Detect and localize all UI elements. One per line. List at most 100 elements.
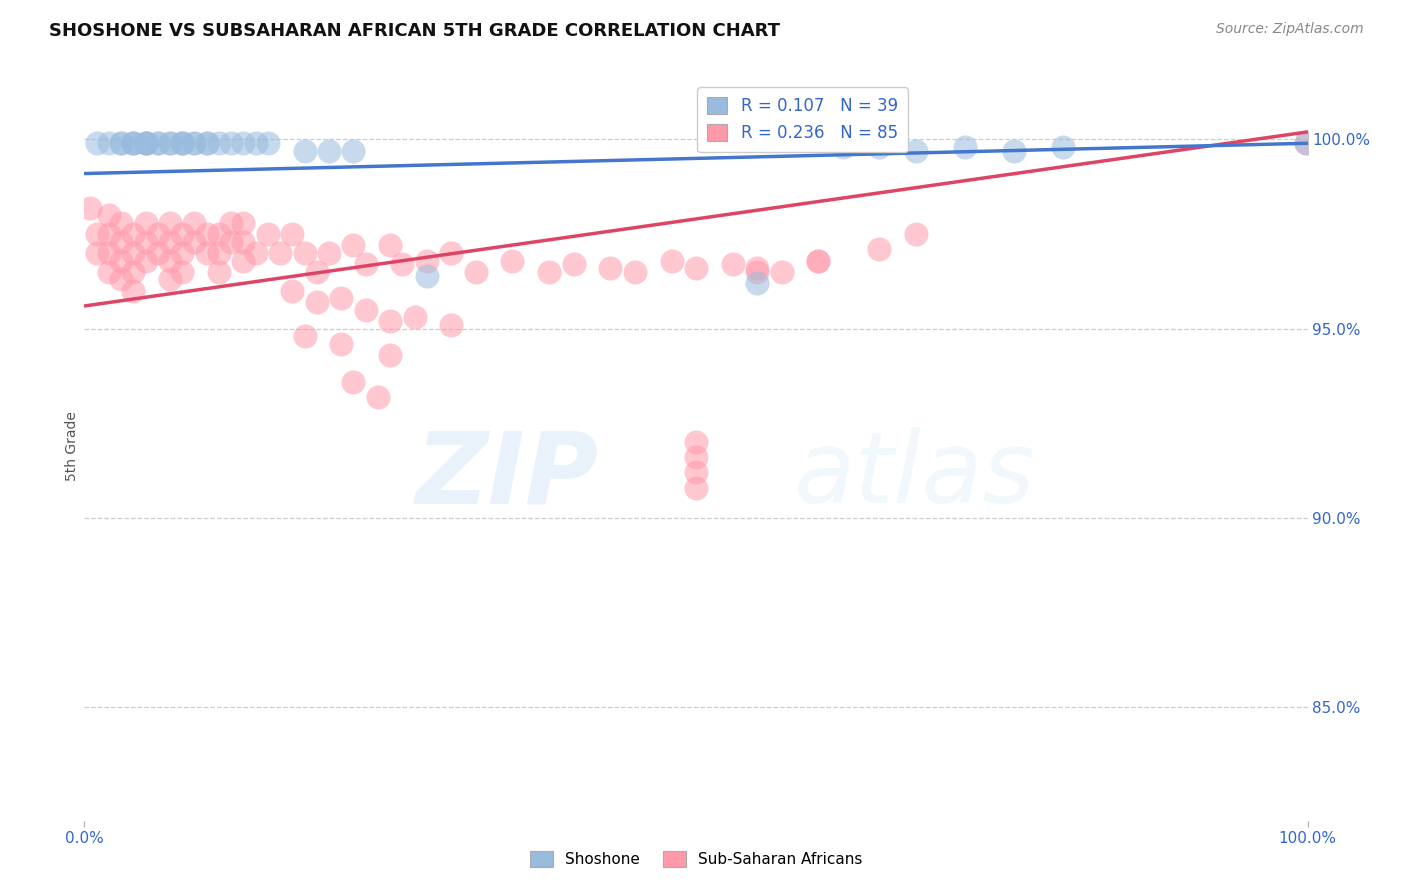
Point [122,136,145,151]
Point [257,136,280,151]
Point [97,246,120,260]
Point [183,136,205,151]
Point [342,144,364,158]
Point [172,227,194,241]
Point [1295,136,1317,151]
Point [97,227,120,241]
Point [159,136,181,151]
Point [146,136,169,151]
Point [685,450,707,465]
Point [747,261,769,276]
Point [685,435,707,450]
Point [195,227,218,241]
Point [380,238,402,252]
Point [122,136,145,151]
Point [122,246,145,260]
Point [232,136,254,151]
Point [219,216,242,230]
Point [747,265,769,279]
Text: ZIP: ZIP [415,427,598,524]
Point [86,136,108,151]
Point [110,216,132,230]
Point [380,348,402,362]
Point [342,238,364,252]
Point [135,136,157,151]
Point [122,284,145,298]
Point [661,253,683,268]
Point [86,246,108,260]
Point [135,136,157,151]
Point [342,375,364,389]
Point [122,136,145,151]
Point [172,136,194,151]
Point [807,253,830,268]
Point [110,136,132,151]
Point [172,265,194,279]
Point [208,227,231,241]
Point [172,136,194,151]
Point [416,253,439,268]
Point [245,136,267,151]
Point [183,216,205,230]
Point [294,246,316,260]
Point [135,136,157,151]
Point [440,246,463,260]
Point [159,272,181,286]
Point [146,227,169,241]
Point [97,265,120,279]
Point [869,242,891,256]
Point [122,265,145,279]
Point [195,136,218,151]
Point [183,136,205,151]
Point [110,235,132,249]
Point [1052,140,1074,154]
Point [122,227,145,241]
Point [281,227,304,241]
Point [807,253,830,268]
Point [219,235,242,249]
Point [318,246,340,260]
Point [305,265,328,279]
Point [232,253,254,268]
Point [232,216,254,230]
Point [1295,136,1317,151]
Point [86,227,108,241]
Point [330,292,353,306]
Point [685,466,707,480]
Point [172,136,194,151]
Point [195,136,218,151]
Point [257,227,280,241]
Point [599,261,621,276]
Point [416,268,439,283]
Point [685,481,707,495]
Point [135,136,157,151]
Point [294,144,316,158]
Point [245,246,267,260]
Point [135,253,157,268]
Point [208,136,231,151]
Point [538,265,561,279]
Point [232,235,254,249]
Point [208,265,231,279]
Y-axis label: 5th Grade: 5th Grade [65,411,79,481]
Point [135,235,157,249]
Point [391,257,413,271]
Point [269,246,291,260]
Point [318,144,340,158]
Point [380,314,402,328]
Text: SHOSHONE VS SUBSAHARAN AFRICAN 5TH GRADE CORRELATION CHART: SHOSHONE VS SUBSAHARAN AFRICAN 5TH GRADE… [49,22,780,40]
Point [464,265,486,279]
Point [831,140,853,154]
Point [905,144,928,158]
Point [110,253,132,268]
Point [281,284,304,298]
Point [770,265,793,279]
Point [354,257,377,271]
Point [502,253,524,268]
Point [195,246,218,260]
Point [110,136,132,151]
Point [135,216,157,230]
Text: Source: ZipAtlas.com: Source: ZipAtlas.com [1216,22,1364,37]
Point [172,246,194,260]
Point [146,246,169,260]
